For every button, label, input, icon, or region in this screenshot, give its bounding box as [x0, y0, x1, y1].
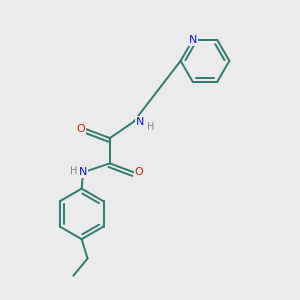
Text: H: H: [70, 166, 77, 176]
Text: O: O: [76, 124, 85, 134]
Text: O: O: [135, 167, 143, 177]
Text: N: N: [79, 167, 87, 177]
Text: H: H: [147, 122, 154, 132]
Text: N: N: [189, 35, 197, 45]
Text: N: N: [136, 117, 144, 127]
